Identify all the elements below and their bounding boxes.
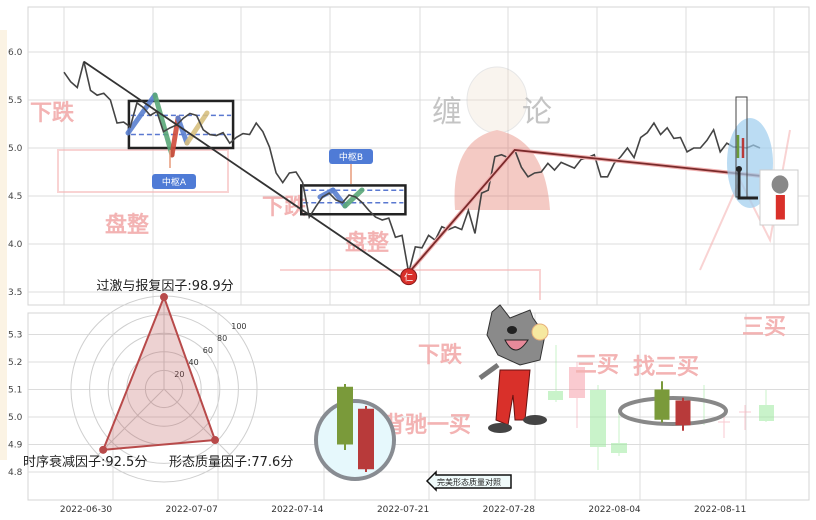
price-panel: 下跌 盘整 下跌 盘整 缠 论 6.05.55.04.54.03.5 中枢A中枢… [8,6,810,306]
candle [590,390,606,447]
compare-circle [314,399,396,481]
y-tick-label: 5.1 [8,386,22,396]
y-tick-label: 4.5 [8,192,22,202]
low-point-marker [400,268,418,286]
zhongshu-label: 中枢B [339,151,363,163]
zhongshu-label-badge [329,149,373,164]
x-tick-label: 2022-07-07 [166,505,218,515]
radar-ring-label: 20 [174,370,184,379]
watermark: 盘整 [345,230,389,256]
candle-panel: 5.3 5.2 5.1 5.0 4.9 4.8 2022-06-30 2022-07-07 20… [8,279,810,516]
radar-axis [163,388,231,456]
left-arrow-icon [425,470,512,492]
trend-line [408,148,761,274]
y-tick-label: 4.8 [8,468,23,478]
radar-point [211,436,220,445]
radar-ring-label: 80 [217,334,227,343]
watermark: 盘整 [105,212,149,238]
radar-axis [97,388,165,456]
x-tick-label: 2022-07-21 [377,505,429,515]
watermark: 缠 [432,95,462,130]
zhongshu-box [127,99,235,150]
wolf-mini-icon [771,175,789,220]
watermark: 论 [522,95,552,130]
radar-ring-label: 100 [231,322,246,331]
radar-area [101,294,217,451]
radar-point [99,445,108,454]
candle [759,405,774,421]
watermark: 找三买 [633,355,699,380]
x-tick-label: 2022-06-30 [60,505,113,515]
l-arrow-head [736,166,742,172]
stroke-segment [152,92,175,158]
candle [569,367,585,398]
y-tick-label: 5.2 [8,358,22,368]
candle [337,386,353,445]
y-tick-label: 4.9 [8,441,23,451]
candle [675,400,691,426]
stroke-segment [342,187,365,209]
radar-label-quality: 形态质量因子:77.6分 [169,455,293,470]
zhongshu-box [300,184,407,216]
stroke-segment [184,110,210,146]
candle-axes: 5.3 5.2 5.1 5.0 4.9 4.8 2022-06-30 2022-07-07 20… [8,331,746,516]
stroke-segment [125,92,158,136]
y-tick-label: 5.5 [8,96,22,106]
wolf-cartoon-icon [478,304,549,433]
highlight-candles [337,381,691,472]
l-arrow-icon [737,170,758,200]
highlight-ellipse [618,396,728,426]
candle [654,389,670,420]
left-strip [0,30,7,460]
trend-line [83,60,410,284]
quality-compare-callout: 完美形态质量对照 [425,470,512,492]
watermark: 三买 [575,353,619,378]
y-tick-label: 5.3 [8,331,22,341]
callout-text: 完美形态质量对照 [437,477,501,487]
stroke-segment [330,187,348,209]
radar-ring-label: 60 [203,346,213,355]
candle [611,443,627,453]
price-grid [28,7,809,305]
watermark: 下跌 [418,343,463,368]
zhongshu-label: 中枢A [162,176,187,188]
radar-chart: 20 40 60 80 100 [70,293,258,483]
x-tick-label: 2022-07-28 [483,505,536,515]
faint-candles [548,345,774,470]
watermark: 背驰一买 [383,413,471,438]
price-plot-frame [27,6,810,306]
x-tick-label: 2022-08-11 [694,505,746,515]
y-tick-label: 4.0 [8,240,23,250]
radar-point [160,293,168,302]
zhongshu-label-badge [152,174,196,189]
radar-ring-label: 40 [188,358,198,367]
low-point-label: 仁 [404,272,413,284]
x-tick-label: 2022-08-04 [588,505,641,515]
y-tick-label: 6.0 [8,48,23,58]
candle [358,408,374,470]
watermark: 下跌 [30,101,75,126]
y-tick-label: 5.0 [8,144,23,154]
radar-label-overshoot: 过激与报复因子:98.9分 [96,279,233,294]
candle-watermarks: 下跌 背驰一买 三买 找三买 三买 [383,315,786,438]
watermark: 三买 [742,315,786,340]
y-tick-label: 3.5 [8,288,22,298]
radar-label-decay: 时序衰减因子:92.5分 [23,454,147,470]
candle [548,391,563,400]
price-y-axis: 6.0 5.5 5.0 4.5 4.0 3.5 [8,48,23,298]
x-tick-label: 2022-07-14 [271,505,324,515]
y-tick-label: 5.0 [8,413,23,423]
price-series: 中枢A 中枢B 仁 [63,60,761,286]
price-line [63,61,761,273]
